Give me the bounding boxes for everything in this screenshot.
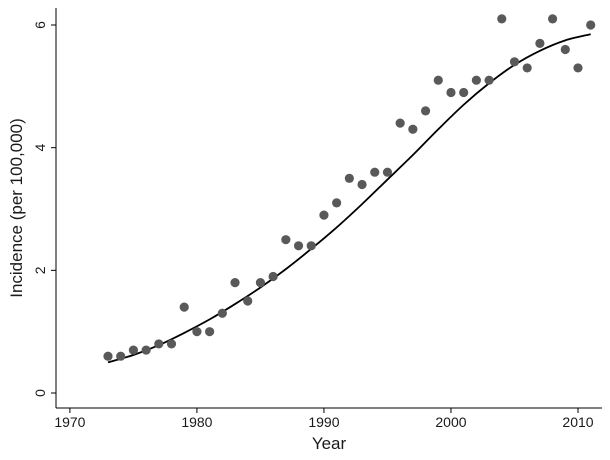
data-point [230,278,240,288]
data-point [535,38,545,49]
x-tick-label: 2010 [562,414,593,430]
data-point [243,296,253,306]
data-point [573,63,583,73]
data-point [179,302,189,312]
y-axis-title: Incidence (per 100,000) [7,118,26,298]
data-point [471,75,481,85]
data-point [217,308,227,318]
data-point [547,14,558,24]
x-axis-title: Year [312,434,347,453]
data-point [332,198,342,208]
y-tick-label: 0 [32,389,48,397]
y-tick-label: 2 [32,266,48,274]
data-point [395,118,405,128]
data-point [382,167,393,177]
data-point [205,327,215,337]
data-point [357,179,367,190]
data-point [103,351,113,361]
data-point [586,20,596,30]
scatter-points [103,14,596,361]
data-point [255,278,266,288]
data-point [370,167,380,177]
y-tick-label: 6 [32,21,48,29]
data-point [166,339,177,349]
x-tick-label: 1980 [181,414,212,430]
x-tick-label: 2000 [435,414,466,430]
x-tick-label: 1990 [308,414,339,430]
data-point [459,87,469,98]
data-point [446,87,456,98]
data-point [128,345,139,355]
fitted-curve [107,33,591,364]
data-point [484,75,494,85]
data-point [293,241,304,251]
data-point [433,75,443,85]
data-point [560,44,570,55]
data-point [319,210,329,220]
data-point [141,345,151,355]
data-point [344,173,354,183]
data-point [420,106,431,116]
x-ticks: 1970 1980 1990 2000 2010 [54,408,594,430]
data-point [306,241,316,251]
y-ticks: 0 2 4 6 [32,21,56,397]
y-tick-label: 4 [32,144,48,152]
data-point [154,339,164,349]
plot-area [56,8,602,408]
data-point [281,235,291,245]
data-point [509,57,520,67]
data-point [497,14,507,24]
x-tick-label: 1970 [54,414,85,430]
data-point [268,271,278,282]
data-point [522,63,532,73]
data-point [408,124,418,134]
data-point [192,327,202,337]
data-point [116,351,126,361]
